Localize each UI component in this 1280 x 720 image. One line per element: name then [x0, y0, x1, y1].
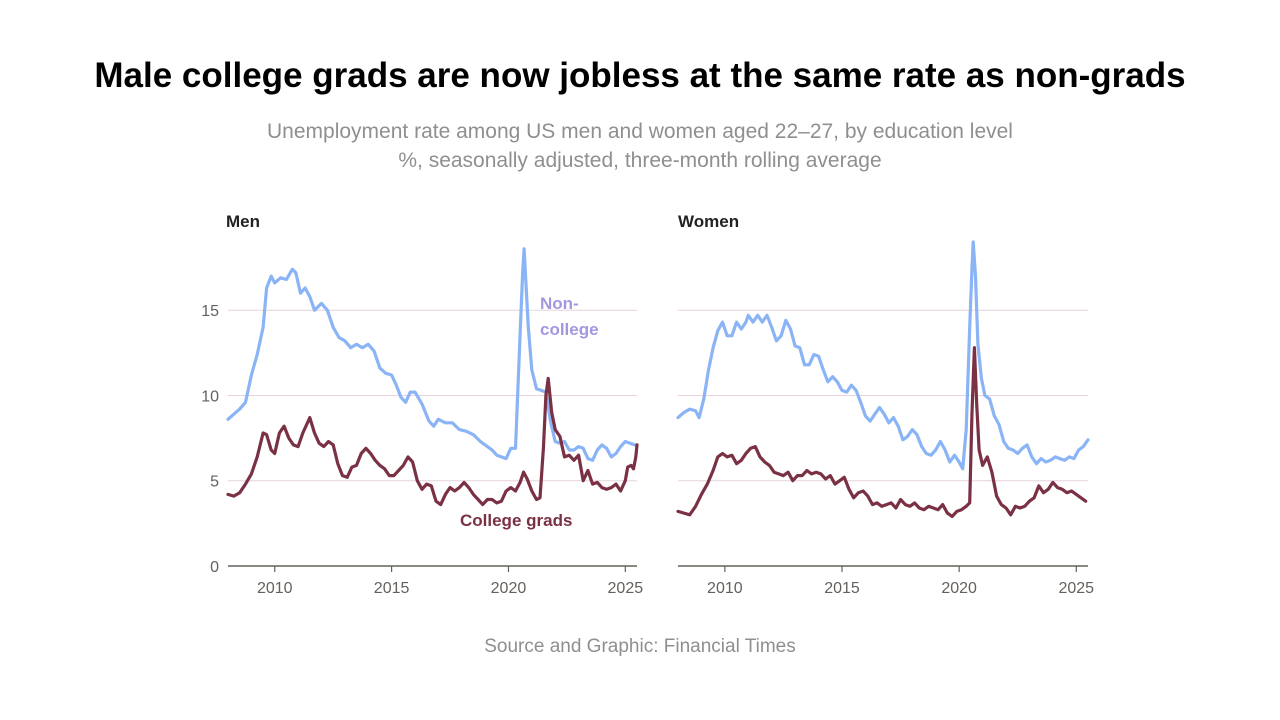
- x-tick-label: 2015: [374, 580, 410, 597]
- series-label-non-college: Non-college: [540, 294, 599, 339]
- series-line-non-college: [676, 240, 1090, 471]
- y-tick-label: 10: [201, 388, 219, 405]
- x-tick-label: 2020: [941, 580, 977, 597]
- x-tick-label: 2010: [707, 580, 743, 597]
- x-tick-label: 2025: [1058, 580, 1094, 597]
- panel-title: Men: [226, 212, 260, 231]
- series-line-non-college: [226, 247, 637, 462]
- panel-men: Men 0 5 10 15 2010 2015 2020 2025 Non-college Coll…: [201, 212, 643, 597]
- y-tick-label: 5: [210, 474, 219, 491]
- x-tick-label: 2010: [257, 580, 293, 597]
- x-tick-label: 2025: [608, 580, 644, 597]
- y-tick-label: 15: [201, 303, 219, 320]
- y-tick-label: 0: [210, 559, 219, 576]
- chart-title: Male college grads are now jobless at th…: [94, 56, 1186, 95]
- series-line-college-grads: [226, 376, 639, 507]
- x-tick-label: 2015: [824, 580, 860, 597]
- chart-subtitle-units: %, seasonally adjusted, three-month roll…: [398, 149, 882, 172]
- panel-women: Women 2010 2015 2020 2025: [676, 212, 1094, 597]
- series-line-college-grads: [676, 346, 1088, 519]
- chart-subtitle: Unemployment rate among US men and women…: [267, 120, 1013, 143]
- panel-title: Women: [678, 212, 739, 231]
- x-tick-label: 2020: [491, 580, 527, 597]
- source-note: Source and Graphic: Financial Times: [484, 636, 796, 657]
- series-label-college-grads: College grads: [460, 511, 572, 530]
